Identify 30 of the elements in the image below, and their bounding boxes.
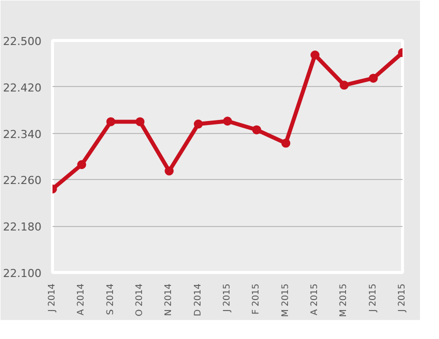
point: [340, 80, 349, 90]
x-tick-label: S 2014: [106, 283, 116, 315]
x-tick-label: M 2015: [280, 284, 291, 318]
x-tick-label: D 2014: [193, 283, 204, 316]
y-tick-label: 22.260: [3, 174, 42, 188]
y-tick-label: 22.500: [3, 35, 42, 48]
x-tick-label: J 2015: [398, 284, 408, 313]
point: [106, 117, 116, 126]
x-tick-label: J 2015: [222, 284, 232, 313]
y-tick-label: 22.340: [3, 128, 42, 141]
point: [223, 116, 232, 126]
x-tick-label: F 2015: [252, 283, 262, 314]
x-tick-label: A 2015: [310, 284, 320, 316]
point: [194, 120, 203, 129]
point: [164, 166, 174, 176]
point: [281, 138, 290, 148]
x-tick-label: J 2015: [368, 284, 378, 313]
x-tick-label: A 2014: [76, 283, 87, 316]
point: [252, 125, 262, 134]
point: [136, 117, 144, 126]
y-tick-label: 22.420: [3, 81, 42, 94]
point: [310, 50, 320, 60]
x-tick-label: N 2014: [164, 283, 174, 316]
x-tick-label: O 2014: [135, 283, 145, 316]
x-tick-label: J 2014: [48, 283, 58, 313]
x-tick-label: M 2015: [339, 284, 350, 318]
point: [77, 160, 86, 170]
y-tick-label: 22.180: [3, 220, 42, 234]
point: [368, 74, 378, 83]
y-tick-label: 22.100: [3, 267, 42, 280]
